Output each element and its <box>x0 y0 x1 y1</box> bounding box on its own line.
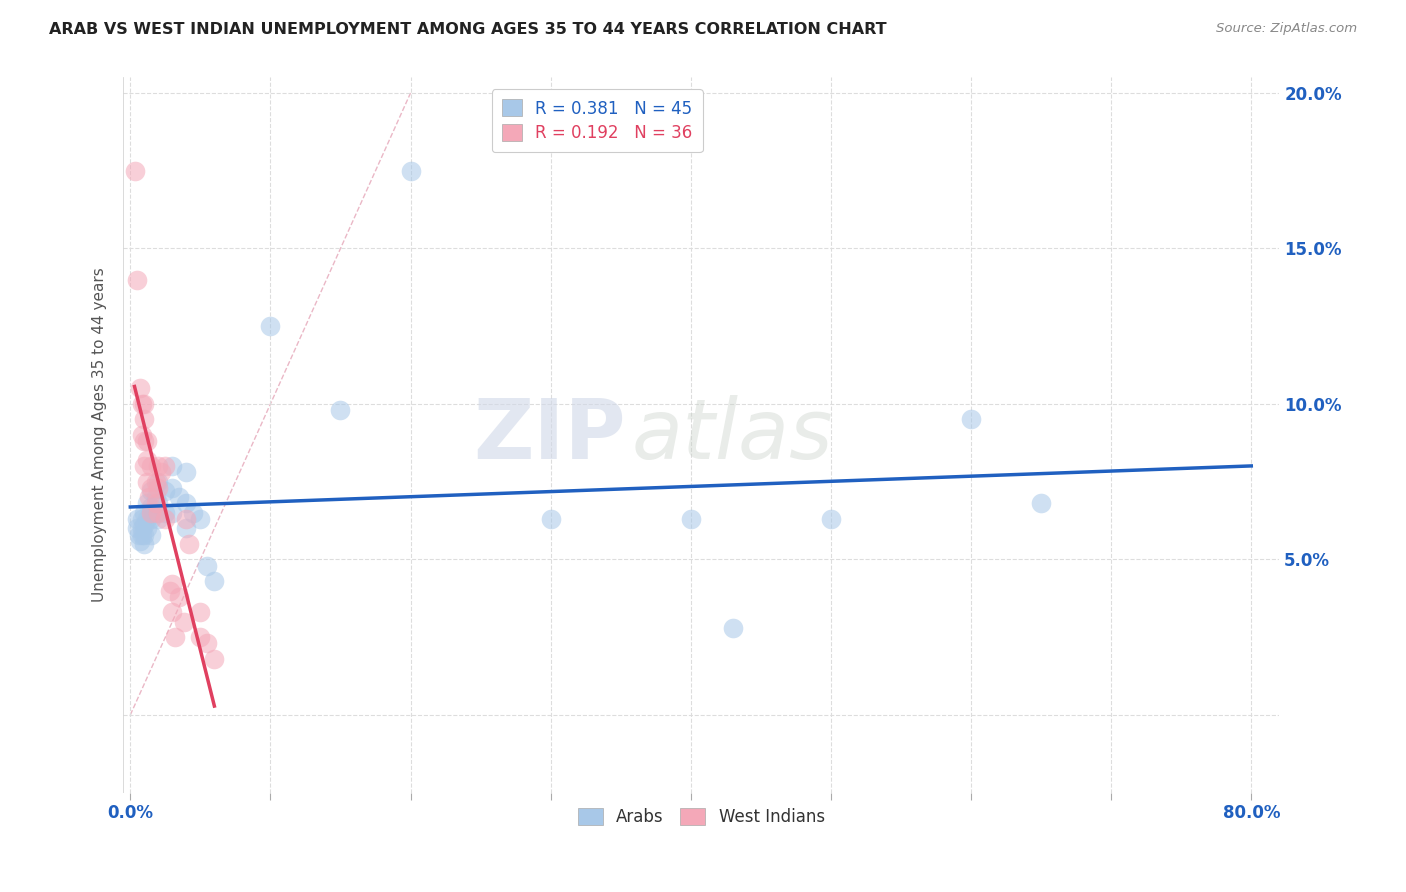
Point <box>127 521 149 535</box>
Point <box>134 434 156 449</box>
Point <box>128 527 150 541</box>
Point <box>145 490 167 504</box>
Point <box>148 459 170 474</box>
Point <box>162 481 184 495</box>
Point <box>679 512 702 526</box>
Point <box>169 590 191 604</box>
Point <box>176 521 198 535</box>
Point <box>127 272 149 286</box>
Point <box>134 527 156 541</box>
Point <box>399 163 422 178</box>
Point <box>136 512 159 526</box>
Point <box>134 518 156 533</box>
Point <box>179 537 201 551</box>
Point <box>136 434 159 449</box>
Point <box>148 481 170 495</box>
Point <box>150 466 173 480</box>
Y-axis label: Unemployment Among Ages 35 to 44 years: Unemployment Among Ages 35 to 44 years <box>93 268 107 602</box>
Point <box>129 381 152 395</box>
Point <box>190 605 212 619</box>
Point <box>155 512 177 526</box>
Text: ARAB VS WEST INDIAN UNEMPLOYMENT AMONG AGES 35 TO 44 YEARS CORRELATION CHART: ARAB VS WEST INDIAN UNEMPLOYMENT AMONG A… <box>49 22 887 37</box>
Point <box>136 475 159 489</box>
Point <box>162 605 184 619</box>
Point <box>148 496 170 510</box>
Point <box>329 403 352 417</box>
Point <box>169 490 191 504</box>
Point <box>141 459 163 474</box>
Point <box>134 397 156 411</box>
Point <box>165 630 187 644</box>
Text: ZIP: ZIP <box>474 394 626 475</box>
Point <box>202 574 225 589</box>
Point <box>148 512 170 526</box>
Point <box>131 527 153 541</box>
Point <box>131 512 153 526</box>
Point <box>134 537 156 551</box>
Point <box>131 428 153 442</box>
Point <box>141 500 163 514</box>
Point <box>259 319 281 334</box>
Point <box>155 506 177 520</box>
Legend: Arabs, West Indians: Arabs, West Indians <box>569 799 834 834</box>
Point <box>131 521 153 535</box>
Point <box>173 615 195 629</box>
Point <box>148 506 170 520</box>
Point <box>190 630 212 644</box>
Point <box>141 512 163 526</box>
Point <box>124 163 146 178</box>
Point <box>141 483 163 498</box>
Point <box>155 483 177 498</box>
Point <box>145 506 167 520</box>
Point <box>162 459 184 474</box>
Point <box>148 475 170 489</box>
Point <box>129 533 152 548</box>
Point <box>141 506 163 520</box>
Point <box>136 521 159 535</box>
Point <box>183 506 205 520</box>
Point <box>960 412 983 426</box>
Point <box>145 475 167 489</box>
Point <box>141 527 163 541</box>
Point <box>162 506 184 520</box>
Point <box>1029 496 1052 510</box>
Point <box>134 412 156 426</box>
Point <box>195 558 218 573</box>
Text: atlas: atlas <box>631 394 834 475</box>
Point <box>136 453 159 467</box>
Point <box>195 636 218 650</box>
Point <box>540 512 562 526</box>
Point <box>141 481 163 495</box>
Point <box>131 397 153 411</box>
Point <box>134 459 156 474</box>
Point <box>176 466 198 480</box>
Point <box>138 490 160 504</box>
Point <box>145 496 167 510</box>
Point <box>820 512 842 526</box>
Point <box>127 512 149 526</box>
Point <box>190 512 212 526</box>
Point <box>721 621 744 635</box>
Point <box>176 512 198 526</box>
Point <box>176 496 198 510</box>
Point <box>134 506 156 520</box>
Point <box>155 459 177 474</box>
Point <box>202 652 225 666</box>
Text: Source: ZipAtlas.com: Source: ZipAtlas.com <box>1216 22 1357 36</box>
Point <box>136 496 159 510</box>
Point <box>162 577 184 591</box>
Point <box>159 583 181 598</box>
